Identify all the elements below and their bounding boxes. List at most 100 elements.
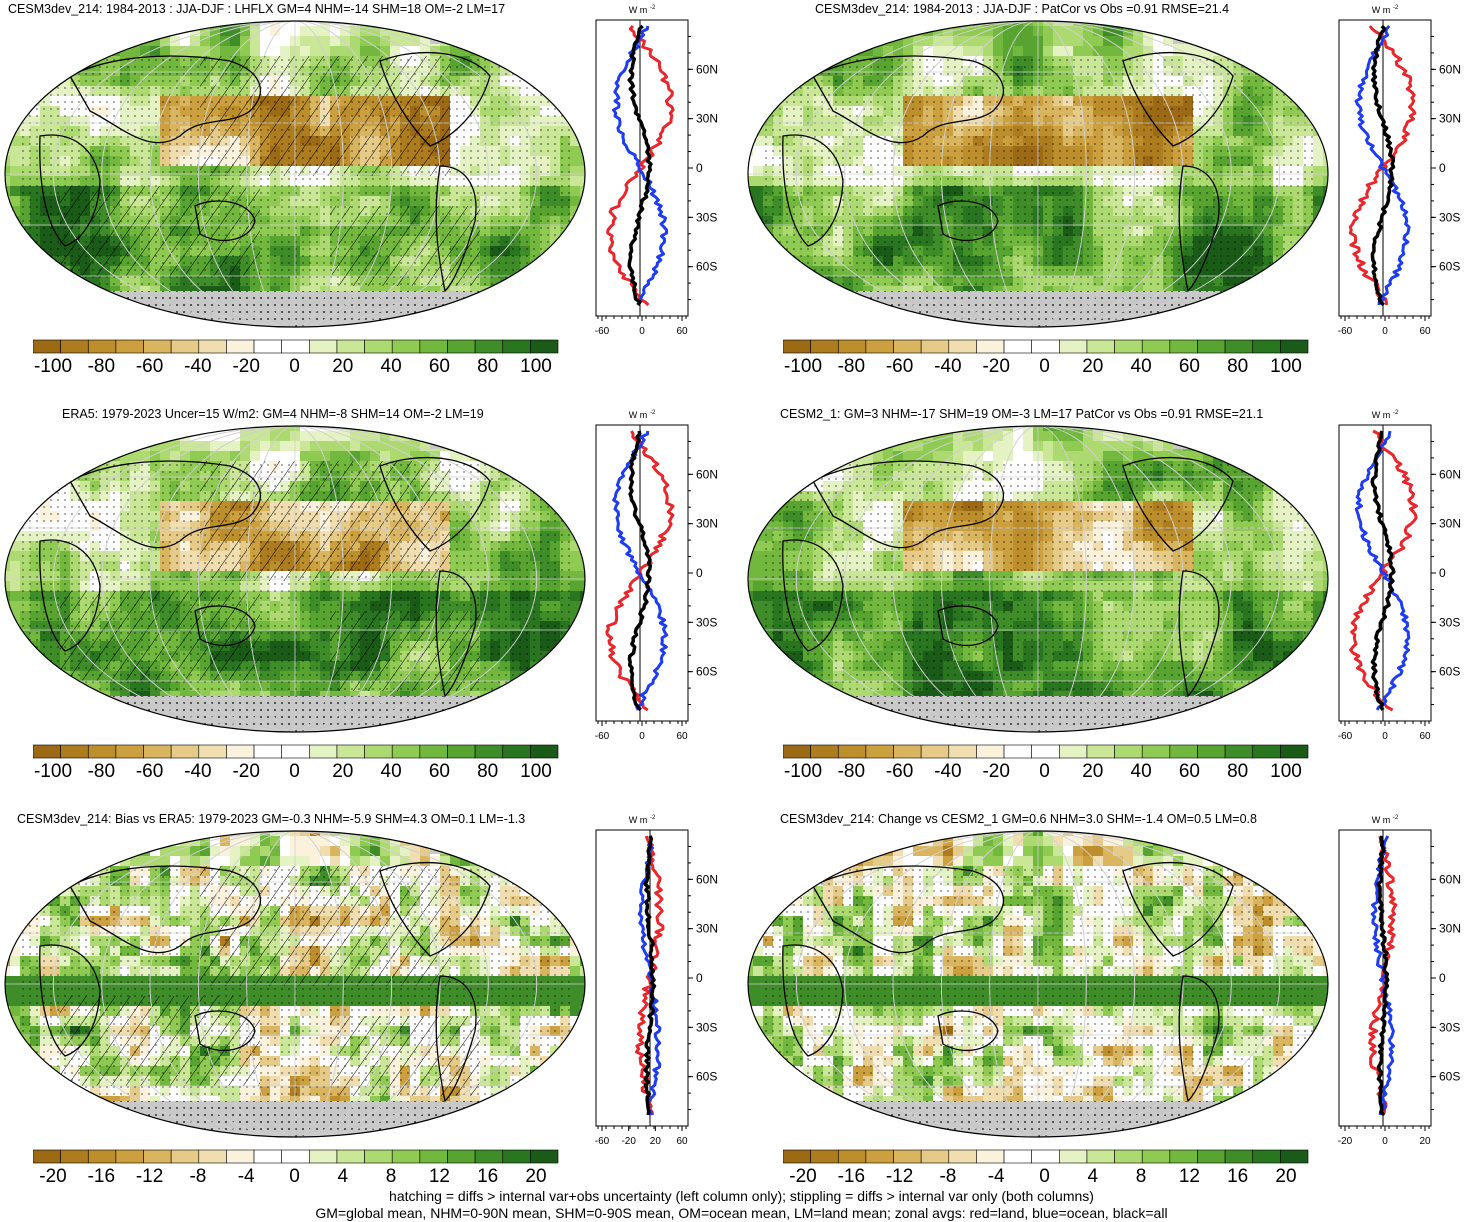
svg-text:30S: 30S xyxy=(1439,210,1460,224)
colorbar-tick-label: -40 xyxy=(184,761,211,783)
colorbar-tick-label: -100 xyxy=(34,356,72,378)
colorbar-tick-label: 100 xyxy=(520,356,552,378)
colorbar-tick-label: -60 xyxy=(886,761,913,783)
colorbar-tick-label: -20 xyxy=(982,761,1009,783)
svg-text:-2: -2 xyxy=(650,5,656,11)
colorbar xyxy=(33,339,593,355)
colorbar-tick-label: -12 xyxy=(136,1166,163,1188)
colorbar-tick-label: 80 xyxy=(1227,761,1248,783)
svg-text:60: 60 xyxy=(676,326,688,337)
colorbar-tick-label: -100 xyxy=(784,761,822,783)
svg-text:W m: W m xyxy=(1372,5,1391,15)
colorbar-tick-label: -100 xyxy=(34,761,72,783)
colorbar-tick-label: -20 xyxy=(232,356,259,378)
colorbar-tick-label: 40 xyxy=(1131,761,1152,783)
colorbar-tick-label: 100 xyxy=(1270,761,1302,783)
colorbar-tick-label: 12 xyxy=(429,1166,450,1188)
panel-title: CESM3dev_214: 1984-2013 : JJA-DJF : PatC… xyxy=(815,2,1229,16)
panel-title: CESM3dev_214: 1984-2013 : JJA-DJF : LHFL… xyxy=(8,2,505,16)
colorbar-tick-label: -16 xyxy=(838,1166,865,1188)
colorbar-tick-label: 80 xyxy=(477,761,498,783)
svg-text:30N: 30N xyxy=(1439,112,1461,126)
svg-text:60S: 60S xyxy=(1439,260,1460,274)
colorbar-tick-label: 0 xyxy=(1039,356,1050,378)
footer-line-1: hatching = diffs > internal var+obs unce… xyxy=(0,1188,1483,1205)
footer-line-2: GM=global mean, NHM=0-90N mean, SHM=0-90… xyxy=(0,1205,1483,1222)
colorbar-tick-label: -40 xyxy=(184,356,211,378)
colorbar-tick-label: 8 xyxy=(1136,1166,1147,1188)
colorbar-tick-label: 0 xyxy=(289,356,300,378)
svg-text:0: 0 xyxy=(1439,161,1446,175)
colorbar-tick-label: -80 xyxy=(88,356,115,378)
colorbar-tick-label: 20 xyxy=(1275,1166,1296,1188)
colorbar-tick-label: 20 xyxy=(332,761,353,783)
colorbar-tick-label: 0 xyxy=(1039,761,1050,783)
svg-text:30N: 30N xyxy=(696,112,718,126)
svg-text:-60: -60 xyxy=(1338,326,1353,337)
svg-text:60: 60 xyxy=(1419,326,1431,337)
colorbar-tick-label: -60 xyxy=(136,761,163,783)
footer-notes: hatching = diffs > internal var+obs unce… xyxy=(0,1188,1483,1222)
colorbar-tick-label: 100 xyxy=(520,761,552,783)
svg-text:0: 0 xyxy=(639,326,645,337)
colorbar xyxy=(783,744,1343,760)
svg-text:60N: 60N xyxy=(1439,62,1461,76)
zonal-mean-plot: W m-2 60N 30N 0 30S 60S -60 0 60 xyxy=(1331,0,1481,360)
colorbar-tick-label: -20 xyxy=(789,1166,816,1188)
colorbar-tick-label: 0 xyxy=(289,1166,300,1188)
colorbar-tick-label: -8 xyxy=(189,1166,206,1188)
panel-change-vs-cesm2: CESM3dev_214: Change vs CESM2_1 GM=0.6 N… xyxy=(743,810,1483,1215)
panel-title: ERA5: 1979-2023 Uncer=15 W/m2: GM=4 NHM=… xyxy=(62,407,484,421)
colorbar-tick-label: -12 xyxy=(886,1166,913,1188)
svg-text:30S: 30S xyxy=(696,210,717,224)
robinson-map xyxy=(0,826,590,1142)
colorbar-tick-label: -100 xyxy=(784,356,822,378)
robinson-map xyxy=(743,16,1333,332)
panel-lhflx-cesm3dev-patcor: CESM3dev_214: 1984-2013 : JJA-DJF : PatC… xyxy=(743,0,1483,405)
panel-title: CESM3dev_214: Change vs CESM2_1 GM=0.6 N… xyxy=(780,812,1257,826)
colorbar xyxy=(33,1149,593,1165)
svg-text:-60: -60 xyxy=(595,326,610,337)
svg-text:60S: 60S xyxy=(696,260,717,274)
robinson-map xyxy=(743,421,1333,737)
colorbar xyxy=(783,339,1343,355)
colorbar-tick-label: 20 xyxy=(1082,761,1103,783)
colorbar-tick-label: 100 xyxy=(1270,356,1302,378)
colorbar-tick-label: -80 xyxy=(838,761,865,783)
colorbar-tick-label: 80 xyxy=(477,356,498,378)
robinson-map xyxy=(0,421,590,737)
colorbar xyxy=(783,1149,1343,1165)
robinson-map xyxy=(0,16,590,332)
svg-text:60N: 60N xyxy=(696,62,718,76)
colorbar-tick-label: 20 xyxy=(332,356,353,378)
colorbar-tick-label: 12 xyxy=(1179,1166,1200,1188)
panel-lhflx-cesm3dev: CESM3dev_214: 1984-2013 : JJA-DJF : LHFL… xyxy=(0,0,740,405)
panel-cesm2: CESM2_1: GM=3 NHM=-17 SHM=19 OM=-3 LM=17… xyxy=(743,405,1483,810)
colorbar-tick-label: 8 xyxy=(386,1166,397,1188)
svg-text:0: 0 xyxy=(1382,326,1388,337)
panel-title: CESM3dev_214: Bias vs ERA5: 1979-2023 GM… xyxy=(17,812,525,826)
colorbar-tick-label: -60 xyxy=(136,356,163,378)
colorbar-tick-label: -8 xyxy=(939,1166,956,1188)
svg-text:-2: -2 xyxy=(1393,5,1399,11)
panel-title: CESM2_1: GM=3 NHM=-17 SHM=19 OM=-3 LM=17… xyxy=(780,407,1263,421)
colorbar xyxy=(33,744,593,760)
colorbar-tick-label: -16 xyxy=(88,1166,115,1188)
colorbar-tick-label: -80 xyxy=(88,761,115,783)
colorbar-tick-label: -40 xyxy=(934,356,961,378)
svg-text:0: 0 xyxy=(696,161,703,175)
colorbar-tick-label: 4 xyxy=(338,1166,349,1188)
colorbar-tick-label: 60 xyxy=(429,356,450,378)
colorbar-tick-label: -4 xyxy=(988,1166,1005,1188)
colorbar-tick-label: -40 xyxy=(934,761,961,783)
colorbar-tick-label: 40 xyxy=(1131,356,1152,378)
colorbar-tick-label: -20 xyxy=(982,356,1009,378)
